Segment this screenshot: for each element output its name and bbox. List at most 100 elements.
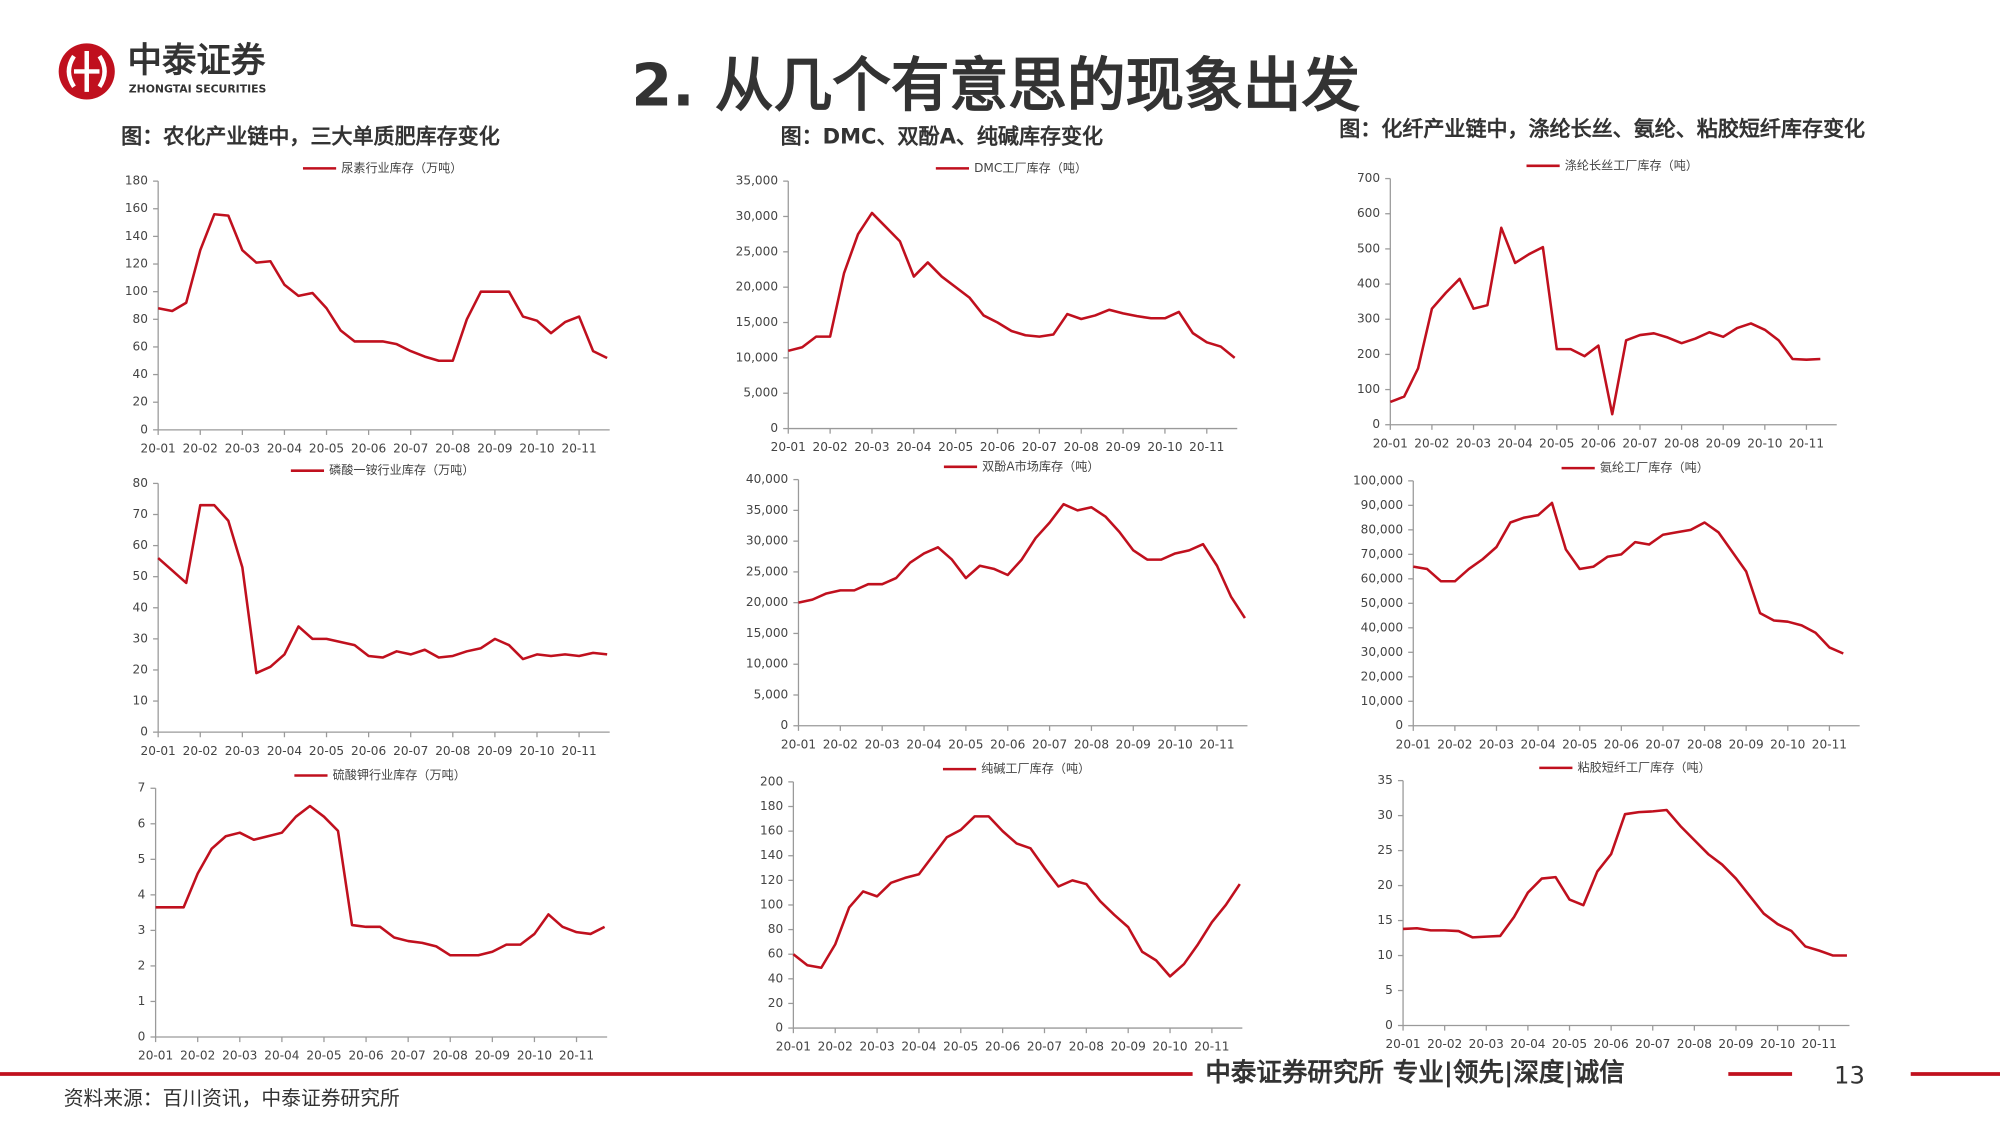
y-tick-label: 10,000 <box>746 657 788 671</box>
y-tick-label: 60 <box>133 339 148 353</box>
x-tick-label: 20-07 <box>1645 737 1680 751</box>
x-tick-label: 20-02 <box>818 1040 853 1054</box>
x-tick-label: 20-03 <box>1469 1037 1504 1051</box>
x-tick-label: 20-04 <box>267 441 302 455</box>
x-tick-label: 20-03 <box>225 441 260 455</box>
y-tick-label: 70,000 <box>1361 547 1403 561</box>
x-tick-label: 20-10 <box>519 441 554 455</box>
x-tick-label: 20-10 <box>1760 1037 1795 1051</box>
y-tick-label: 400 <box>1357 277 1380 291</box>
x-tick-label: 20-01 <box>141 744 176 758</box>
x-tick-label: 20-11 <box>1194 1040 1229 1054</box>
y-tick-label: 30,000 <box>1361 645 1403 659</box>
logo-name: 中泰证券 <box>128 41 266 81</box>
legend-label: 尿素行业库存（万吨） <box>341 160 462 175</box>
data-line <box>1402 808 1847 957</box>
legend-label: 磷酸一铵行业库存（万吨） <box>329 462 474 477</box>
x-tick-label: 20-01 <box>771 440 806 454</box>
x-tick-label: 20-06 <box>980 440 1015 454</box>
y-tick-label: 15 <box>1377 913 1392 927</box>
y-tick-label: 600 <box>1357 206 1380 220</box>
x-tick-label: 20-05 <box>943 1040 978 1054</box>
x-tick-label: 20-11 <box>561 744 596 758</box>
x-tick-label: 20-03 <box>1479 737 1514 751</box>
y-tick-label: 200 <box>760 774 783 788</box>
x-tick-label: 20-08 <box>435 744 470 758</box>
page-number: 13 <box>1834 1062 1865 1090</box>
x-tick-label: 20-06 <box>351 744 386 758</box>
y-tick-label: 100 <box>125 284 148 298</box>
data-line <box>1389 226 1821 416</box>
y-tick-label: 3 <box>138 923 146 937</box>
x-tick-label: 20-08 <box>435 441 470 455</box>
y-tick-label: 35 <box>1377 773 1392 787</box>
y-tick-label: 10,000 <box>736 350 778 364</box>
y-tick-label: 120 <box>125 257 148 271</box>
data-line <box>155 804 606 957</box>
logo-sub: ZHONGTAI SECURITIES <box>129 82 267 95</box>
x-tick-label: 20-01 <box>776 1040 811 1054</box>
x-tick-label: 20-04 <box>267 744 302 758</box>
y-tick-label: 120 <box>760 873 783 887</box>
y-tick-label: 6 <box>138 816 146 830</box>
y-tick-label: 40 <box>133 600 148 614</box>
data-line <box>792 815 1241 978</box>
y-tick-label: 20,000 <box>1361 669 1403 683</box>
y-tick-label: 80 <box>133 476 148 490</box>
x-tick-label: 20-11 <box>1199 737 1234 751</box>
x-tick-label: 20-08 <box>1664 436 1699 450</box>
y-tick-label: 140 <box>760 848 783 862</box>
y-tick-label: 160 <box>760 824 783 838</box>
x-tick-label: 20-01 <box>1373 436 1408 450</box>
legend-label: 粘胶短纤工厂库存（吨） <box>1578 759 1711 774</box>
y-tick-label: 4 <box>138 887 146 901</box>
x-tick-label: 20-06 <box>985 1040 1020 1054</box>
legend-label: DMC工厂库存（吨） <box>974 160 1087 175</box>
y-tick-label: 30 <box>133 631 148 645</box>
data-line <box>798 502 1246 619</box>
y-tick-label: 10 <box>133 694 148 708</box>
y-tick-label: 160 <box>125 201 148 215</box>
y-tick-label: 5,000 <box>754 687 789 701</box>
x-tick-label: 20-10 <box>519 744 554 758</box>
y-tick-label: 0 <box>140 725 148 739</box>
x-tick-label: 20-07 <box>393 744 428 758</box>
y-tick-label: 25 <box>1377 843 1392 857</box>
x-tick-label: 20-01 <box>781 737 816 751</box>
y-tick-label: 90,000 <box>1361 498 1403 512</box>
x-tick-label: 20-06 <box>1594 1037 1629 1051</box>
y-tick-label: 0 <box>138 1029 146 1043</box>
x-tick-label: 20-07 <box>391 1049 426 1063</box>
y-tick-label: 0 <box>770 421 778 435</box>
y-tick-label: 180 <box>760 799 783 813</box>
y-tick-label: 70 <box>133 507 148 521</box>
y-tick-label: 20 <box>133 395 148 409</box>
y-tick-label: 180 <box>125 174 148 188</box>
x-tick-label: 20-04 <box>1510 1037 1545 1051</box>
source: 资料来源：百川资讯，中泰证券研究所 <box>64 1087 400 1110</box>
x-tick-label: 20-02 <box>183 441 218 455</box>
y-tick-label: 10,000 <box>1361 694 1403 708</box>
x-tick-label: 20-02 <box>183 744 218 758</box>
y-tick-label: 60 <box>768 947 783 961</box>
legend-label: 涤纶长丝工厂库存（吨） <box>1565 157 1698 172</box>
y-tick-label: 100 <box>760 897 783 911</box>
x-tick-label: 20-10 <box>1747 436 1782 450</box>
y-tick-label: 500 <box>1357 241 1380 255</box>
x-tick-label: 20-10 <box>1158 737 1193 751</box>
y-tick-label: 30,000 <box>746 534 788 548</box>
x-tick-label: 20-04 <box>264 1049 299 1063</box>
chart: 0 5 10 15 20 25 30 35 20-01 20-02 20-03 20-04 20-05 2… <box>1377 759 1850 1051</box>
y-tick-label: 40,000 <box>746 472 788 486</box>
chart: 0 5,000 10,000 15,000 20,000 25,000 30,000 35,0… <box>736 160 1238 454</box>
x-tick-label: 20-05 <box>1562 737 1597 751</box>
x-tick-label: 20-05 <box>1539 436 1574 450</box>
chart: 0 1 2 3 4 5 6 7 20-01 20-02 20-03 20-04 20-05 20-06 20… <box>138 767 608 1063</box>
y-tick-label: 15,000 <box>746 626 788 640</box>
x-tick-label: 20-09 <box>1105 440 1140 454</box>
x-tick-label: 20-02 <box>180 1049 215 1063</box>
footer-slogan: 中泰证券研究所 专业|领先|深度|诚信 <box>1205 1058 1624 1088</box>
chart: 0 5,000 10,000 15,000 20,000 25,000 30,000 35,0… <box>746 458 1248 751</box>
x-tick-label: 20-04 <box>901 1040 936 1054</box>
x-tick-label: 20-09 <box>475 1049 510 1063</box>
